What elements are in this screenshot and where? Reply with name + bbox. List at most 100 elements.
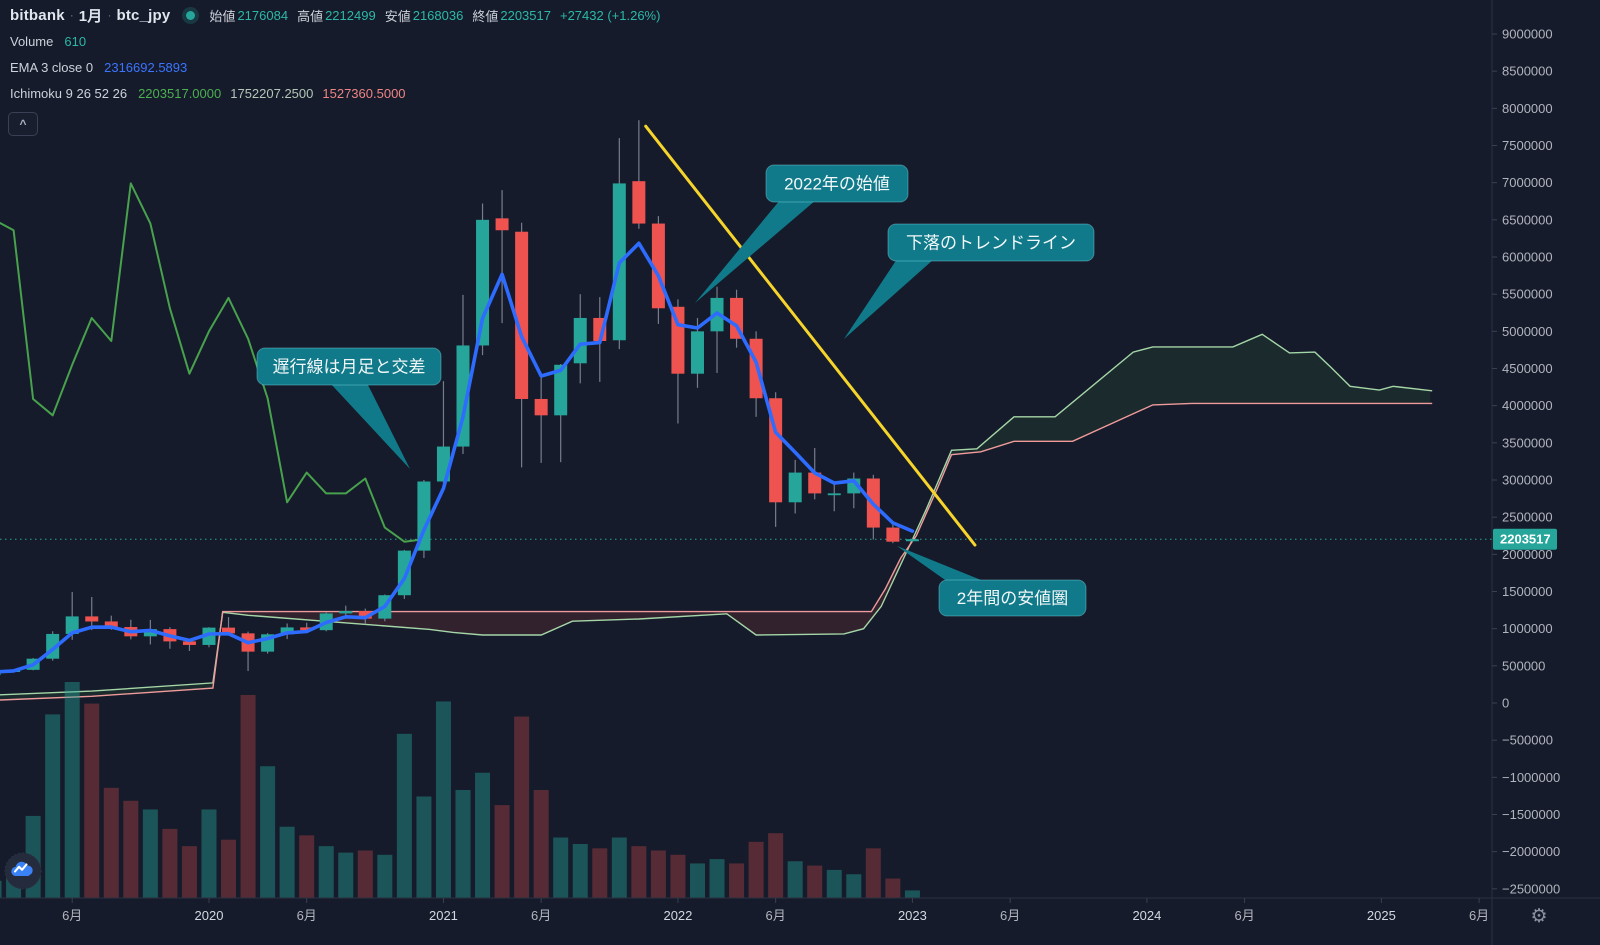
price-tick-label: 6500000 bbox=[1502, 212, 1553, 227]
volume-bar bbox=[826, 869, 842, 898]
volume-bar bbox=[162, 828, 178, 898]
callout-tail bbox=[695, 200, 816, 303]
volume-bar bbox=[338, 852, 354, 898]
ichimoku-cloud bbox=[0, 333, 1433, 701]
open-value: 2176084 bbox=[237, 7, 289, 23]
callout-box-2[interactable] bbox=[887, 223, 1095, 262]
volume-bar bbox=[435, 701, 451, 898]
volume-bar bbox=[514, 716, 530, 898]
volume-bar bbox=[553, 837, 569, 898]
price-tick-label: 1000000 bbox=[1502, 621, 1553, 636]
volume-bar bbox=[807, 865, 823, 898]
price-tick-label: 4500000 bbox=[1502, 361, 1553, 376]
volume-bar bbox=[455, 790, 471, 898]
interval-label: 1月 bbox=[78, 7, 103, 25]
price-tick-label: 500000 bbox=[1502, 658, 1545, 673]
downtrend-line[interactable] bbox=[644, 124, 977, 547]
time-tick-label: 6月 bbox=[62, 908, 82, 923]
price-tick-label: 7500000 bbox=[1502, 138, 1553, 153]
candle-body bbox=[554, 364, 568, 416]
gear-icon: ⚙ bbox=[1530, 905, 1548, 927]
volume-bar bbox=[475, 772, 491, 898]
low-label: 安値 bbox=[384, 8, 411, 24]
chevron-up-icon: ^ bbox=[19, 117, 27, 131]
time-tick-label: 6月 bbox=[531, 908, 551, 923]
price-tick-label: 3500000 bbox=[1502, 435, 1553, 450]
time-tick-label: 2022 bbox=[663, 908, 692, 923]
symbol-legend-row[interactable]: bitbank · 1月 · btc_jpy 始値 2176084 高値 221… bbox=[10, 2, 660, 28]
candle-body bbox=[397, 550, 411, 596]
price-tick-label: 8500000 bbox=[1502, 64, 1553, 79]
volume-bar bbox=[201, 809, 217, 898]
callout-tail bbox=[844, 259, 934, 339]
callout-text: 2年間の安値圏 bbox=[957, 589, 1068, 608]
candle-body bbox=[495, 218, 509, 231]
volume-bar bbox=[904, 890, 920, 898]
current-price-label-box bbox=[1493, 528, 1557, 550]
ema-value: 2316692.5893 bbox=[104, 59, 188, 75]
volume-value: 610 bbox=[64, 33, 87, 49]
candle-body bbox=[827, 493, 841, 496]
callout-text: 遅行線は月足と交差 bbox=[273, 358, 426, 377]
timezone-settings-button[interactable]: ⚙ bbox=[1526, 903, 1552, 929]
price-tick-label: 8000000 bbox=[1502, 101, 1553, 116]
separator: · bbox=[107, 8, 112, 22]
volume-label: Volume bbox=[10, 33, 54, 49]
high-label: 高値 bbox=[297, 8, 324, 24]
volume-bar bbox=[64, 682, 80, 898]
volume-bar bbox=[103, 787, 119, 898]
volume-bar bbox=[123, 800, 139, 898]
candle-body bbox=[300, 627, 314, 631]
price-tick-label: −2000000 bbox=[1502, 844, 1560, 859]
volume-legend-row[interactable]: Volume 610 bbox=[10, 28, 660, 54]
candle-body bbox=[182, 641, 196, 645]
price-tick-label: 5500000 bbox=[1502, 287, 1553, 302]
candle-body bbox=[808, 472, 822, 494]
volume-bar bbox=[865, 848, 881, 898]
candle-body bbox=[202, 627, 216, 645]
change-value: +27432 (+1.26%) bbox=[559, 7, 661, 23]
tradingview-logo[interactable] bbox=[4, 852, 42, 895]
ema-legend-row[interactable]: EMA 3 close 0 2316692.5893 bbox=[10, 54, 660, 80]
price-tick-label: −1000000 bbox=[1502, 770, 1560, 785]
ema-line[interactable] bbox=[0, 241, 915, 674]
time-tick-label: 6月 bbox=[766, 908, 786, 923]
volume-bar bbox=[748, 841, 764, 898]
callout-box-4[interactable] bbox=[938, 579, 1087, 617]
callout-box-1[interactable] bbox=[765, 164, 909, 203]
ichimoku-chikou-value: 2203517.0000 bbox=[138, 85, 222, 101]
callout-text: 2022年の始値 bbox=[784, 175, 890, 194]
volume-bar bbox=[650, 850, 666, 898]
price-tick-label: −2500000 bbox=[1502, 881, 1560, 896]
candle-body bbox=[534, 398, 548, 416]
ichimoku-legend-row[interactable]: Ichimoku 9 26 52 26 2203517.0000 1752207… bbox=[10, 80, 660, 106]
price-tick-label: 3000000 bbox=[1502, 473, 1553, 488]
volume-bar bbox=[0, 880, 2, 898]
market-status-dot[interactable] bbox=[186, 10, 196, 20]
volume-bar bbox=[787, 861, 803, 898]
time-tick-label: 2025 bbox=[1367, 908, 1396, 923]
cloud-bullish-fill bbox=[910, 334, 1431, 545]
time-tick-label: 6月 bbox=[1469, 908, 1489, 923]
volume-pane bbox=[0, 682, 920, 898]
pair-label: btc_jpy bbox=[116, 6, 171, 24]
current-price-label: 2203517 bbox=[1493, 528, 1557, 550]
volume-bar bbox=[260, 766, 276, 898]
callout-box-3[interactable] bbox=[256, 347, 442, 386]
close-value: 2203517 bbox=[500, 7, 551, 23]
candle-body bbox=[0, 672, 1, 676]
chikou-span-line bbox=[0, 182, 425, 543]
volume-bar bbox=[768, 833, 784, 898]
volume-bar bbox=[357, 850, 373, 898]
current-price-label-text: 2203517 bbox=[1500, 532, 1551, 547]
volume-bar bbox=[318, 846, 334, 898]
price-tick-label: 4000000 bbox=[1502, 398, 1553, 413]
price-tick-label: 7000000 bbox=[1502, 175, 1553, 190]
candle-body bbox=[905, 539, 919, 542]
volume-bar bbox=[377, 854, 393, 898]
collapse-legend-button[interactable]: ^ bbox=[8, 112, 38, 136]
volume-bar bbox=[181, 846, 197, 898]
